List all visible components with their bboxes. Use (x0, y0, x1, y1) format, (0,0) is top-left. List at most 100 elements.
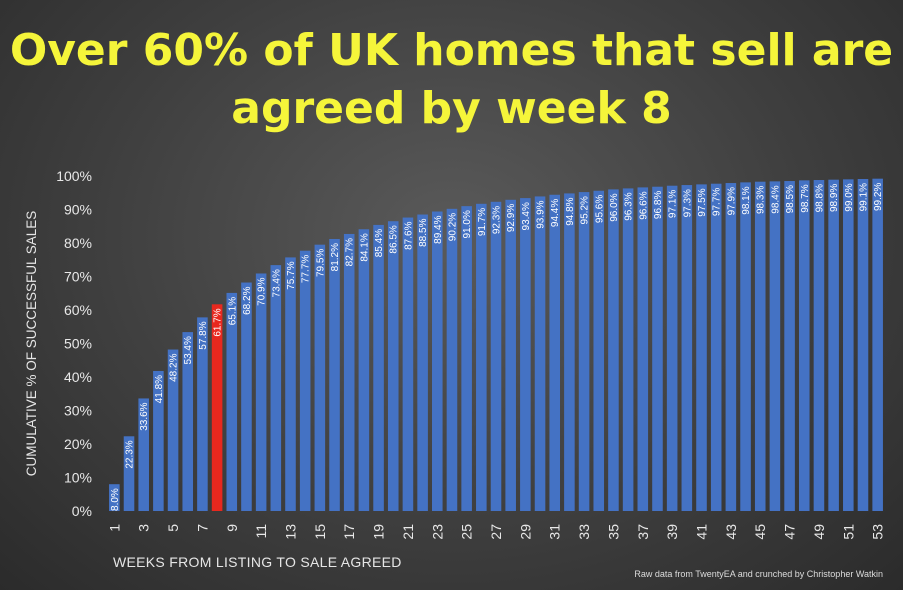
bar (182, 332, 194, 511)
data-label: 92.3% (492, 206, 503, 234)
data-label: 93.9% (536, 200, 547, 228)
data-label: 93.4% (521, 202, 532, 230)
bar (417, 214, 428, 511)
bar (725, 183, 737, 511)
data-label: 99.0% (844, 183, 855, 211)
data-label: 91.0% (462, 210, 473, 238)
y-tick-label: 70% (64, 269, 92, 285)
y-tick-label: 100% (56, 168, 92, 184)
x-tick-label: 5 (165, 524, 181, 532)
data-label: 90.2% (447, 213, 458, 241)
data-label: 94.4% (550, 199, 561, 227)
bar (387, 221, 399, 511)
bar (270, 265, 282, 511)
data-label: 95.6% (594, 195, 605, 223)
bar (446, 208, 458, 511)
y-tick-label: 10% (64, 470, 92, 486)
data-label: 98.9% (829, 184, 840, 212)
data-label: 98.4% (770, 185, 781, 213)
data-label: 98.1% (741, 186, 752, 214)
bar (314, 244, 326, 512)
bar (652, 186, 663, 511)
x-tick-label: 15 (312, 524, 328, 540)
data-label: 94.8% (565, 197, 576, 225)
data-label: 57.8% (198, 321, 209, 349)
data-label: 95.2% (580, 196, 591, 224)
y-tick-label: 0% (72, 503, 92, 519)
bar (226, 292, 238, 511)
data-label: 97.5% (697, 188, 708, 216)
data-label: 98.8% (814, 184, 825, 212)
x-tick-label: 41 (694, 524, 710, 540)
data-label: 48.2% (169, 353, 180, 381)
data-label: 97.9% (726, 187, 737, 215)
bar (431, 211, 443, 511)
data-label: 81.2% (330, 243, 341, 271)
x-tick-label: 33 (576, 524, 592, 540)
bar (784, 181, 795, 511)
data-label: 22.3% (125, 440, 136, 468)
x-tick-label: 49 (811, 524, 827, 540)
bar (608, 189, 619, 511)
bar (798, 180, 810, 512)
bar (343, 233, 355, 511)
bar (681, 185, 693, 512)
data-label: 92.9% (506, 204, 517, 232)
data-label: 86.5% (389, 225, 400, 253)
x-tick-label: 31 (547, 524, 563, 540)
data-label: 91.7% (477, 208, 488, 236)
x-tick-label: 21 (400, 524, 416, 540)
x-tick-label: 35 (605, 524, 621, 540)
data-label: 82.7% (345, 238, 356, 266)
bar (593, 190, 605, 512)
data-label: 98.7% (800, 184, 811, 212)
bar (754, 181, 766, 511)
data-label: 96.0% (609, 193, 620, 221)
y-tick-label: 80% (64, 235, 92, 251)
y-tick-label: 50% (64, 336, 92, 352)
x-tick-label: 9 (224, 524, 240, 532)
bar (622, 188, 634, 511)
source-credit: Raw data from TwentyEA and crunched by C… (634, 569, 883, 579)
bar (358, 229, 370, 511)
x-tick-label: 29 (517, 524, 533, 540)
data-label: 98.5% (785, 185, 796, 213)
bar (241, 282, 252, 511)
data-label: 8.0% (110, 488, 121, 511)
bar (138, 398, 149, 511)
bar (490, 201, 502, 512)
data-label: 70.9% (257, 277, 268, 305)
y-axis-label: CUMULATIVE % OF SUCCESSFUL SALES (24, 211, 39, 477)
bar (167, 349, 179, 511)
y-tick-label: 30% (64, 403, 92, 419)
data-label: 89.4% (433, 215, 444, 243)
bar (285, 257, 296, 511)
data-label: 97.1% (668, 190, 679, 218)
x-tick-label: 19 (371, 524, 387, 540)
bar (520, 198, 531, 512)
bar (813, 180, 825, 511)
bar (637, 187, 649, 511)
bar (109, 484, 120, 511)
bar (299, 250, 311, 511)
bar (710, 183, 722, 511)
bar (505, 199, 516, 511)
data-label: 97.3% (682, 189, 693, 217)
data-label: 79.5% (315, 249, 326, 277)
data-label: 73.4% (271, 269, 282, 297)
y-tick-label: 20% (64, 436, 92, 452)
data-label: 84.1% (359, 233, 370, 261)
bar (153, 370, 164, 511)
bar (211, 304, 223, 511)
bar (255, 273, 267, 511)
x-tick-label: 37 (635, 524, 651, 540)
bar (534, 196, 546, 511)
bar (696, 184, 707, 511)
data-label: 97.7% (712, 188, 723, 216)
data-label: 99.2% (873, 183, 884, 211)
bar (564, 193, 575, 512)
bar (329, 238, 340, 512)
chart-title: Over 60% of UK homes that sell are agree… (9, 25, 894, 134)
bar (578, 192, 590, 511)
